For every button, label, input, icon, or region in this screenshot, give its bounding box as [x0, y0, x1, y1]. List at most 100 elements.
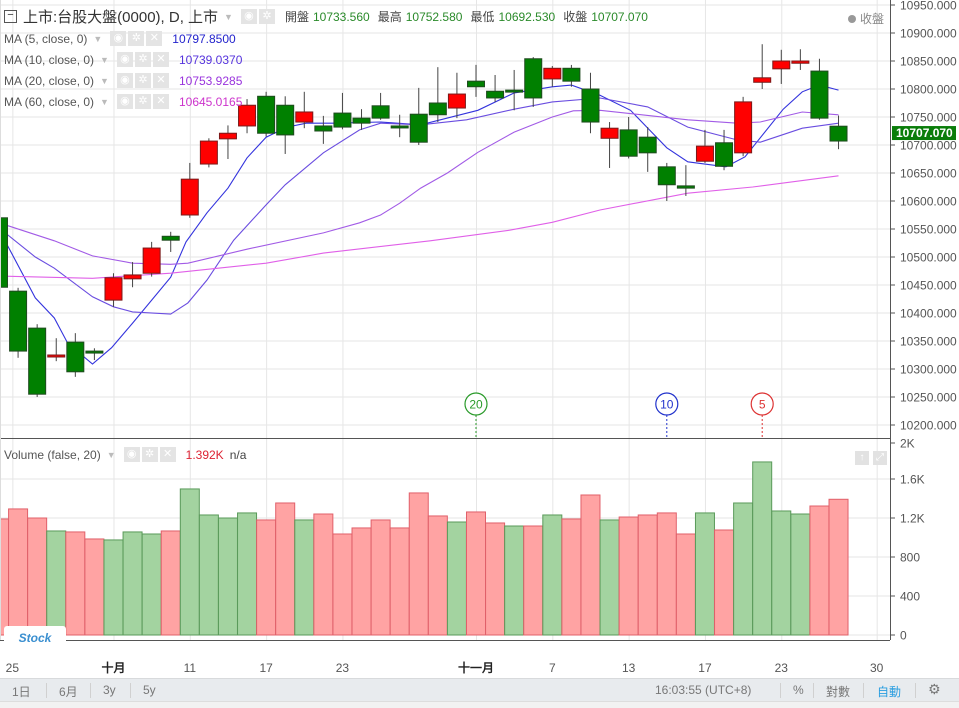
candle-down — [505, 89, 524, 93]
volume-bar — [714, 529, 735, 636]
candle-down — [352, 117, 371, 124]
candle-up — [753, 77, 772, 83]
chevron-down-icon[interactable]: ▼ — [100, 75, 109, 86]
gear-icon[interactable]: ✲ — [258, 9, 275, 24]
eye-icon[interactable]: ◉ — [116, 73, 133, 88]
time-tick-label: 十一月 — [458, 660, 494, 675]
close-icon[interactable]: ✕ — [159, 447, 176, 462]
ma10-legend: MA (10, close, 0) ▼ ◉ ✲ ✕ 10739.0370 — [4, 52, 242, 67]
eye-icon[interactable]: ◉ — [116, 94, 133, 109]
maximize-icon[interactable]: ⤢ — [873, 451, 887, 465]
volume-tick-label: 0 — [900, 629, 907, 643]
candle-down — [657, 166, 676, 186]
candle-down — [85, 350, 104, 354]
volume-bar — [809, 505, 830, 636]
logo: Stock — [4, 626, 66, 650]
volume-bar — [122, 531, 143, 636]
volume-bar — [8, 508, 29, 636]
close-icon[interactable]: ✕ — [146, 31, 163, 46]
low-value: 10692.530 — [498, 9, 556, 24]
volume-tick-label: 1.2K — [900, 512, 925, 526]
chart-header: − 上市:台股大盤(0000), D, 上市 ▼ ◉ ✲ 開盤 10733.560 … — [4, 6, 648, 27]
gear-icon[interactable]: ✲ — [134, 94, 151, 109]
volume-bar — [160, 530, 181, 636]
low-label: 最低 — [470, 10, 495, 24]
ma60-label[interactable]: MA (60, close, 0) — [4, 94, 95, 109]
auto-scale-toggle[interactable]: 自動 — [877, 685, 902, 699]
eye-icon[interactable]: ◉ — [116, 52, 133, 67]
chevron-down-icon[interactable]: ▼ — [224, 11, 233, 22]
eye-icon[interactable]: ◉ — [123, 447, 140, 462]
open-label: 開盤 — [284, 10, 309, 24]
period-marker-label: 10 — [660, 398, 674, 412]
closing-indicator[interactable]: 收盤 — [848, 10, 884, 27]
collapse-icon[interactable]: − — [4, 10, 17, 23]
volume-bar — [103, 539, 124, 636]
range-6m-button[interactable]: 6月 — [59, 685, 78, 699]
volume-bar — [294, 519, 315, 636]
range-3y-button[interactable]: 3y — [103, 683, 116, 697]
percent-toggle[interactable]: % — [793, 683, 804, 697]
chevron-down-icon[interactable]: ▼ — [106, 449, 116, 460]
eye-icon[interactable]: ◉ — [110, 31, 127, 46]
gear-icon[interactable]: ✲ — [128, 31, 145, 46]
gear-icon[interactable]: ✲ — [134, 73, 151, 88]
candle-up — [199, 140, 218, 165]
move-up-icon[interactable]: ↑ — [855, 451, 869, 465]
stock-chart[interactable]: 20 10 5 10950.000 10900.000 10850.000 10800.00… — [0, 0, 959, 678]
ma20-label[interactable]: MA (20, close, 0) — [4, 73, 95, 88]
volume-bar — [0, 518, 9, 636]
volume-bar — [237, 512, 258, 636]
close-icon[interactable]: ✕ — [152, 73, 169, 88]
candle-down — [467, 80, 485, 88]
volume-bar — [733, 502, 754, 636]
volume-bar — [27, 517, 48, 636]
candle-down — [715, 142, 734, 167]
chevron-down-icon[interactable]: ▼ — [93, 33, 103, 44]
volume-bar — [389, 527, 410, 636]
time-tick-label: 17 — [698, 661, 712, 675]
volume-bar — [408, 492, 429, 636]
volume-bar — [656, 512, 677, 636]
volume-bar — [542, 514, 563, 636]
close-label: 收盤 — [563, 10, 588, 24]
volume-bar — [313, 513, 334, 636]
time-tick-label: 23 — [336, 661, 350, 675]
candle-up — [791, 60, 810, 64]
price-tick-label: 10850.000 — [900, 55, 957, 69]
gear-icon[interactable]: ✲ — [141, 447, 158, 462]
chevron-down-icon[interactable]: ▼ — [100, 54, 109, 65]
candle-up — [142, 247, 161, 274]
current-price-label: 10707.070 — [896, 126, 953, 140]
log-scale-toggle[interactable]: 對數 — [826, 685, 851, 699]
volume-bar — [523, 525, 544, 636]
candle-up — [47, 354, 66, 358]
volume-label[interactable]: Volume (false, 20) — [4, 447, 101, 462]
price-tick-label: 10350.000 — [900, 335, 957, 349]
open-value: 10733.560 — [312, 9, 370, 24]
volume-bar — [332, 533, 353, 636]
close-icon[interactable]: ✕ — [152, 52, 169, 67]
candle-up — [295, 111, 314, 123]
range-5y-button[interactable]: 5y — [143, 683, 156, 697]
volume-tick-label: 1.6K — [900, 473, 925, 487]
price-tick-label: 10900.000 — [900, 27, 957, 41]
chevron-down-icon[interactable]: ▼ — [100, 96, 109, 107]
close-icon[interactable]: ✕ — [152, 94, 169, 109]
time-tick-label: 30 — [870, 661, 884, 675]
volume-bar — [504, 525, 525, 636]
gear-icon[interactable]: ✲ — [134, 52, 151, 67]
ma5-label[interactable]: MA (5, close, 0) — [4, 31, 88, 46]
bottom-toolbar: 1日 6月 3y 5y 16:03:55 (UTC+8) % 對數 自動 ⚙ — [0, 678, 959, 702]
settings-gear-icon[interactable]: ⚙ — [928, 681, 941, 697]
range-1d-button[interactable]: 1日 — [12, 685, 31, 699]
time-tick-label: 7 — [549, 661, 556, 675]
volume-bar — [275, 502, 296, 636]
eye-icon[interactable]: ◉ — [240, 9, 257, 24]
volume-bar — [752, 461, 773, 636]
ma60-legend: MA (60, close, 0) ▼ ◉ ✲ ✕ 10645.0165 — [4, 94, 242, 109]
price-tick-label: 10400.000 — [900, 307, 957, 321]
ma10-label[interactable]: MA (10, close, 0) — [4, 52, 95, 67]
price-tick-label: 10300.000 — [900, 363, 957, 377]
symbol-title[interactable]: 上市:台股大盤(0000), D, 上市 — [23, 9, 219, 26]
